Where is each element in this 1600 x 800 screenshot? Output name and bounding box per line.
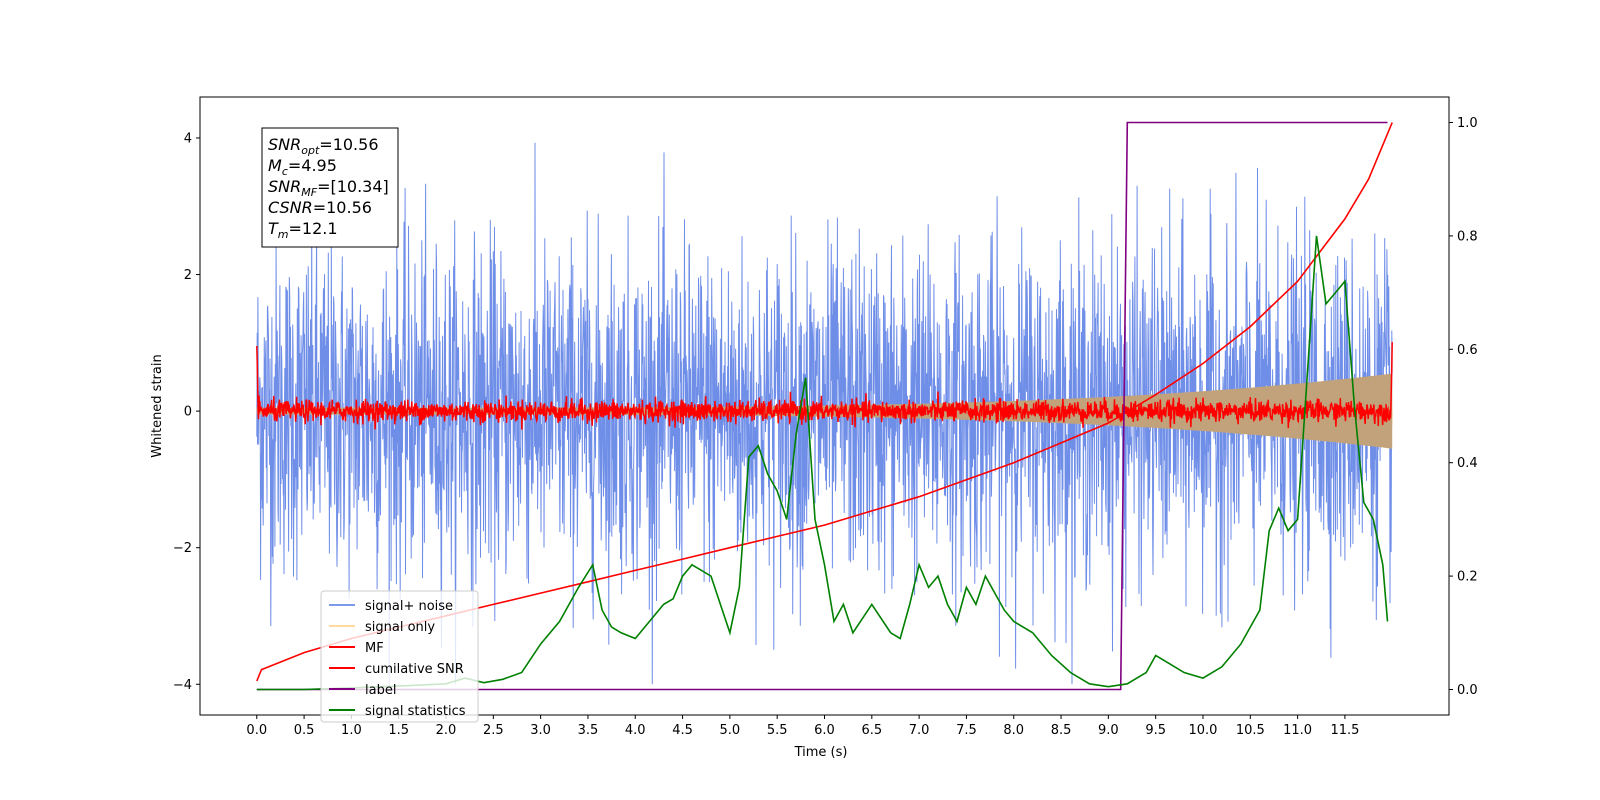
x-tick-label: 10.0	[1189, 723, 1218, 738]
annotation-line: SNRMF=[10.34]	[268, 177, 389, 199]
x-tick-label: 6.5	[861, 723, 882, 738]
y-tick-label: 4	[184, 131, 192, 146]
annotation-box: SNRopt=10.56Mc=4.95SNRMF=[10.34]CSNR=10.…	[261, 127, 399, 248]
x-tick-label: 7.5	[956, 723, 977, 738]
y2-tick-label: 0.4	[1457, 456, 1478, 471]
x-tick-label: 2.5	[483, 723, 504, 738]
annotation-line: CSNR=10.56	[268, 198, 372, 217]
x-tick-label: 1.0	[341, 723, 362, 738]
x-tick-label: 7.0	[909, 723, 930, 738]
y2-tick-label: 0.6	[1457, 343, 1478, 358]
x-tick-label: 3.5	[578, 723, 599, 738]
legend: signal+ noise signal only MF cumilative SNR…	[320, 590, 479, 723]
y-axis-right: 0.0 0.2 0.4 0.6 0.8 1.0	[1449, 116, 1478, 698]
annotation-line: SNRopt=10.56	[268, 135, 379, 157]
x-tick-label: 9.5	[1145, 723, 1166, 738]
y-tick-label: 2	[184, 268, 192, 283]
x-axis: 0.0 0.5 1.0 1.5 2.0 2.5 3.0 3.5 4.0 4.5 5.0 5.5 6.0 6…	[246, 715, 1359, 738]
x-tick-label: 11.0	[1283, 723, 1312, 738]
legend-label: MF	[365, 641, 384, 656]
series-5-line	[256, 235, 1389, 691]
x-tick-label: 1.5	[388, 723, 409, 738]
legend-label: cumilative SNR	[365, 662, 464, 677]
y2-tick-label: 1.0	[1457, 116, 1478, 131]
x-tick-label: 3.0	[530, 723, 551, 738]
x-tick-label: 11.5	[1330, 723, 1359, 738]
series-4-line	[256, 121, 1388, 691]
y2-tick-label: 0.8	[1457, 229, 1478, 244]
y2-tick-label: 0.0	[1457, 683, 1478, 698]
x-tick-label: 8.0	[1003, 723, 1024, 738]
x-tick-label: 0.5	[294, 723, 315, 738]
y-tick-label: −2	[173, 541, 192, 556]
legend-label: signal statistics	[365, 704, 466, 719]
x-tick-label: 6.0	[814, 723, 835, 738]
y-tick-label: 0	[184, 405, 192, 420]
x-axis-label: Time (s)	[794, 745, 848, 760]
legend-label: signal+ noise	[365, 599, 453, 614]
legend-label: label	[365, 683, 396, 698]
x-tick-label: 8.5	[1051, 723, 1072, 738]
y-tick-label: −4	[173, 678, 192, 693]
x-tick-label: 5.5	[767, 723, 788, 738]
x-tick-label: 4.0	[625, 723, 646, 738]
legend-label: signal only	[365, 620, 435, 635]
x-tick-label: 2.0	[436, 723, 457, 738]
annotation-frame	[261, 127, 399, 248]
annotation-line: Mc=4.95	[268, 156, 337, 178]
legend-frame	[320, 590, 479, 723]
x-tick-label: 9.0	[1098, 723, 1119, 738]
x-tick-label: 10.5	[1236, 723, 1265, 738]
y-axis-label: Whitened strain	[150, 354, 165, 457]
series-2-line	[256, 342, 1393, 430]
x-tick-label: 5.0	[720, 723, 741, 738]
y2-tick-label: 0.2	[1457, 570, 1478, 585]
x-tick-label: 0.0	[246, 723, 267, 738]
x-tick-label: 4.5	[672, 723, 693, 738]
y-axis-left: −4 −2 0 2 4	[173, 131, 200, 693]
annotation-line: Tm=12.1	[268, 219, 338, 241]
